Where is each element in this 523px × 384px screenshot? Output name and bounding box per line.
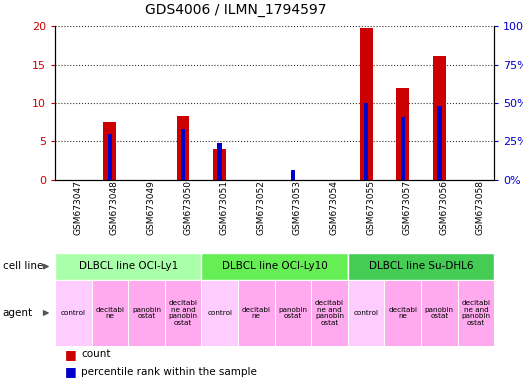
Bar — [437, 106, 441, 180]
Text: control: control — [207, 310, 232, 316]
Bar — [396, 88, 409, 180]
Text: decitabi
ne and
panobin
ostat: decitabi ne and panobin ostat — [315, 300, 344, 326]
Text: DLBCL line OCI-Ly10: DLBCL line OCI-Ly10 — [222, 262, 327, 271]
Bar — [401, 117, 405, 180]
Text: GSM673048: GSM673048 — [110, 180, 119, 235]
Bar — [201, 280, 238, 346]
Bar — [433, 56, 446, 180]
Bar — [348, 280, 384, 346]
Bar — [165, 280, 201, 346]
Bar — [218, 143, 222, 180]
Text: control: control — [61, 310, 86, 316]
Text: DLBCL line OCI-Ly1: DLBCL line OCI-Ly1 — [78, 262, 178, 271]
Text: DLBCL line Su-DHL6: DLBCL line Su-DHL6 — [369, 262, 473, 271]
Bar — [458, 280, 494, 346]
Text: decitabi
ne: decitabi ne — [242, 307, 271, 319]
Text: GSM673049: GSM673049 — [146, 180, 155, 235]
Text: GDS4006 / ILMN_1794597: GDS4006 / ILMN_1794597 — [144, 3, 326, 17]
Bar — [128, 280, 165, 346]
Bar — [291, 170, 295, 180]
Text: GSM673055: GSM673055 — [366, 180, 375, 235]
Bar — [238, 280, 275, 346]
Bar — [275, 280, 311, 346]
Bar — [348, 253, 494, 280]
Bar — [360, 28, 372, 180]
Text: GSM673047: GSM673047 — [73, 180, 82, 235]
Text: panobin
ostat: panobin ostat — [132, 307, 161, 319]
Text: agent: agent — [3, 308, 33, 318]
Bar — [55, 253, 201, 280]
Text: GSM673057: GSM673057 — [403, 180, 412, 235]
Text: GSM673051: GSM673051 — [220, 180, 229, 235]
Text: GSM673058: GSM673058 — [476, 180, 485, 235]
Text: GSM673053: GSM673053 — [293, 180, 302, 235]
Bar — [201, 253, 348, 280]
Bar — [421, 280, 458, 346]
Text: decitabi
ne: decitabi ne — [388, 307, 417, 319]
Text: decitabi
ne and
panobin
ostat: decitabi ne and panobin ostat — [461, 300, 491, 326]
Text: GSM673050: GSM673050 — [183, 180, 192, 235]
Text: GSM673052: GSM673052 — [256, 180, 265, 235]
Bar — [384, 280, 421, 346]
Text: decitabi
ne and
panobin
ostat: decitabi ne and panobin ostat — [168, 300, 198, 326]
Bar — [104, 122, 116, 180]
Bar — [108, 134, 112, 180]
Text: cell line: cell line — [3, 262, 43, 271]
Bar — [311, 280, 348, 346]
Bar — [177, 116, 189, 180]
Bar — [181, 129, 185, 180]
Text: GSM673056: GSM673056 — [439, 180, 448, 235]
Bar — [92, 280, 128, 346]
Bar — [364, 103, 368, 180]
Text: ■: ■ — [65, 348, 77, 361]
Bar — [55, 280, 92, 346]
Text: control: control — [354, 310, 379, 316]
Text: GSM673054: GSM673054 — [329, 180, 338, 235]
Text: panobin
ostat: panobin ostat — [278, 307, 308, 319]
Text: ■: ■ — [65, 365, 77, 378]
Text: percentile rank within the sample: percentile rank within the sample — [81, 366, 257, 377]
Text: count: count — [81, 349, 110, 359]
Text: decitabi
ne: decitabi ne — [95, 307, 124, 319]
Bar — [213, 149, 226, 180]
Text: panobin
ostat: panobin ostat — [425, 307, 454, 319]
